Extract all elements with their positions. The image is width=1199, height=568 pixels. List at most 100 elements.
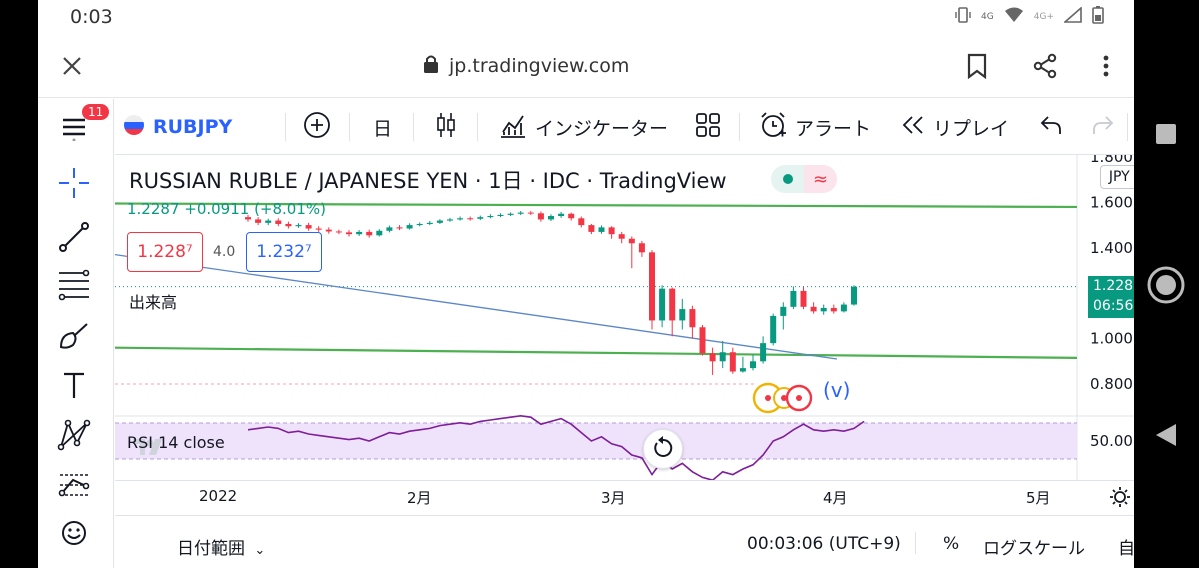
replay-label: リプレイ bbox=[933, 117, 1010, 140]
notification-badge: 11 bbox=[82, 104, 110, 120]
text-tool-icon[interactable] bbox=[56, 367, 92, 403]
lower-channel-line bbox=[115, 346, 1078, 359]
candle bbox=[780, 306, 787, 316]
percent-toggle[interactable]: % bbox=[943, 534, 960, 554]
candle bbox=[810, 306, 817, 312]
candle bbox=[719, 352, 726, 362]
candle bbox=[275, 220, 282, 224]
wifi-icon bbox=[1004, 7, 1024, 27]
trend-line-icon[interactable] bbox=[56, 219, 92, 255]
candle bbox=[346, 232, 352, 235]
menu-icon[interactable] bbox=[56, 109, 92, 145]
tradingview-watermark-icon bbox=[131, 435, 171, 459]
candle bbox=[820, 307, 827, 312]
event-marker-dot bbox=[781, 395, 787, 401]
candle bbox=[770, 315, 777, 344]
close-icon[interactable] bbox=[60, 54, 84, 78]
redo-button[interactable] bbox=[1091, 113, 1115, 141]
candle bbox=[457, 218, 464, 220]
candle bbox=[366, 231, 373, 236]
chart-pane[interactable]: 1.80001.60001.40001.20001.00000.800050.0… bbox=[115, 155, 1134, 480]
volume-legend[interactable]: 出来高 bbox=[129, 293, 178, 312]
time-tick: 4月 bbox=[823, 489, 848, 507]
candle bbox=[679, 309, 686, 321]
candle bbox=[245, 217, 251, 220]
indicators-button[interactable]: インジケーター bbox=[499, 113, 668, 141]
candle bbox=[729, 352, 736, 372]
last-price-label: 1.2287 06:56:54 bbox=[1088, 276, 1134, 318]
candle bbox=[477, 217, 484, 219]
symbol-search[interactable]: RUBJPY bbox=[123, 113, 232, 141]
indicators-icon bbox=[499, 111, 527, 144]
candle bbox=[255, 219, 262, 223]
price-tick: 1.6000 bbox=[1090, 193, 1134, 211]
candle bbox=[497, 214, 504, 217]
candle bbox=[750, 361, 756, 369]
alert-button[interactable]: アラート bbox=[759, 111, 871, 141]
url-bar: jp.tradingview.com bbox=[38, 34, 1134, 98]
event-annotation-label: (v) bbox=[823, 378, 851, 402]
emoji-icon[interactable] bbox=[56, 515, 92, 551]
candlestick-icon bbox=[435, 111, 457, 144]
replay-button[interactable]: リプレイ bbox=[901, 113, 1009, 141]
candle bbox=[285, 223, 292, 227]
rsi-line bbox=[247, 414, 865, 480]
status-bar: 0:03 4G 4G+ bbox=[38, 0, 1134, 34]
browser-actions bbox=[966, 53, 1110, 83]
fib-tool-icon[interactable] bbox=[56, 267, 92, 303]
candle bbox=[608, 227, 615, 235]
price-tick: 0.8000 bbox=[1090, 375, 1134, 393]
bookmark-icon[interactable] bbox=[966, 53, 988, 83]
time-tick: 2月 bbox=[407, 489, 432, 507]
date-range-button[interactable]: 日付範囲 ⌄ bbox=[177, 534, 265, 559]
time-axis[interactable]: 2022 2月 3月 4月 5月 bbox=[115, 480, 1134, 514]
reset-chart-button[interactable] bbox=[643, 429, 683, 469]
candle bbox=[335, 231, 342, 233]
rsi-legend[interactable]: RSI 14 close bbox=[127, 433, 225, 452]
rewind-icon bbox=[901, 115, 925, 140]
reset-icon bbox=[652, 435, 674, 463]
buy-button[interactable]: 1.232⁷ bbox=[246, 232, 322, 272]
auto-scale-toggle[interactable]: 自動 bbox=[1118, 539, 1134, 559]
candle bbox=[649, 252, 655, 321]
recents-icon[interactable] bbox=[1156, 124, 1176, 148]
market-status-pill[interactable]: ≈ bbox=[771, 165, 837, 193]
candle bbox=[618, 234, 625, 239]
candle bbox=[386, 227, 393, 231]
candle bbox=[638, 243, 645, 253]
log-scale-toggle[interactable]: ログスケール bbox=[983, 539, 1085, 559]
bar-countdown: 06:56:54 bbox=[1093, 298, 1134, 314]
network-label-2: 4G+ bbox=[1033, 12, 1054, 22]
currency-select[interactable]: JPY ⌄ bbox=[1100, 165, 1134, 189]
toolbar-divider bbox=[477, 113, 478, 141]
plus-circle-icon bbox=[303, 111, 331, 144]
interval-button[interactable]: 日 bbox=[373, 113, 392, 141]
layouts-button[interactable] bbox=[695, 112, 721, 141]
compare-button[interactable] bbox=[303, 111, 331, 144]
toolbar-divider bbox=[285, 113, 286, 141]
address-field[interactable]: jp.tradingview.com bbox=[423, 54, 629, 78]
rsi-tick: 50.00 bbox=[1090, 432, 1133, 450]
more-vert-icon[interactable] bbox=[1102, 53, 1110, 83]
clock-display[interactable]: 00:03:06 (UTC+9) bbox=[747, 534, 901, 554]
brush-icon[interactable] bbox=[56, 317, 92, 353]
chart-legend-title[interactable]: RUSSIAN RUBLE / JAPANESE YEN · 1日 · IDC … bbox=[129, 169, 727, 193]
sell-button[interactable]: 1.228⁷ bbox=[127, 232, 203, 272]
last-price-value: 1.2287 bbox=[1093, 278, 1134, 294]
rsi-band bbox=[115, 423, 1077, 459]
prediction-tool-icon[interactable] bbox=[56, 467, 92, 503]
candle bbox=[416, 223, 423, 226]
undo-button[interactable] bbox=[1039, 113, 1063, 141]
candle bbox=[760, 343, 767, 362]
status-time: 0:03 bbox=[70, 6, 113, 28]
chart-canvas[interactable]: 1.80001.60001.40001.20001.00000.800050.0… bbox=[115, 155, 1134, 480]
back-icon[interactable] bbox=[1156, 424, 1176, 450]
crosshair-icon[interactable] bbox=[56, 165, 92, 201]
home-icon[interactable] bbox=[1146, 265, 1186, 309]
share-icon[interactable] bbox=[1032, 53, 1058, 83]
chart-type-button[interactable] bbox=[435, 111, 457, 144]
pattern-tool-icon[interactable] bbox=[56, 417, 92, 453]
market-open-dot-icon bbox=[771, 165, 804, 193]
undo-icon bbox=[1039, 114, 1063, 141]
settings-gear-icon[interactable] bbox=[1108, 485, 1132, 509]
